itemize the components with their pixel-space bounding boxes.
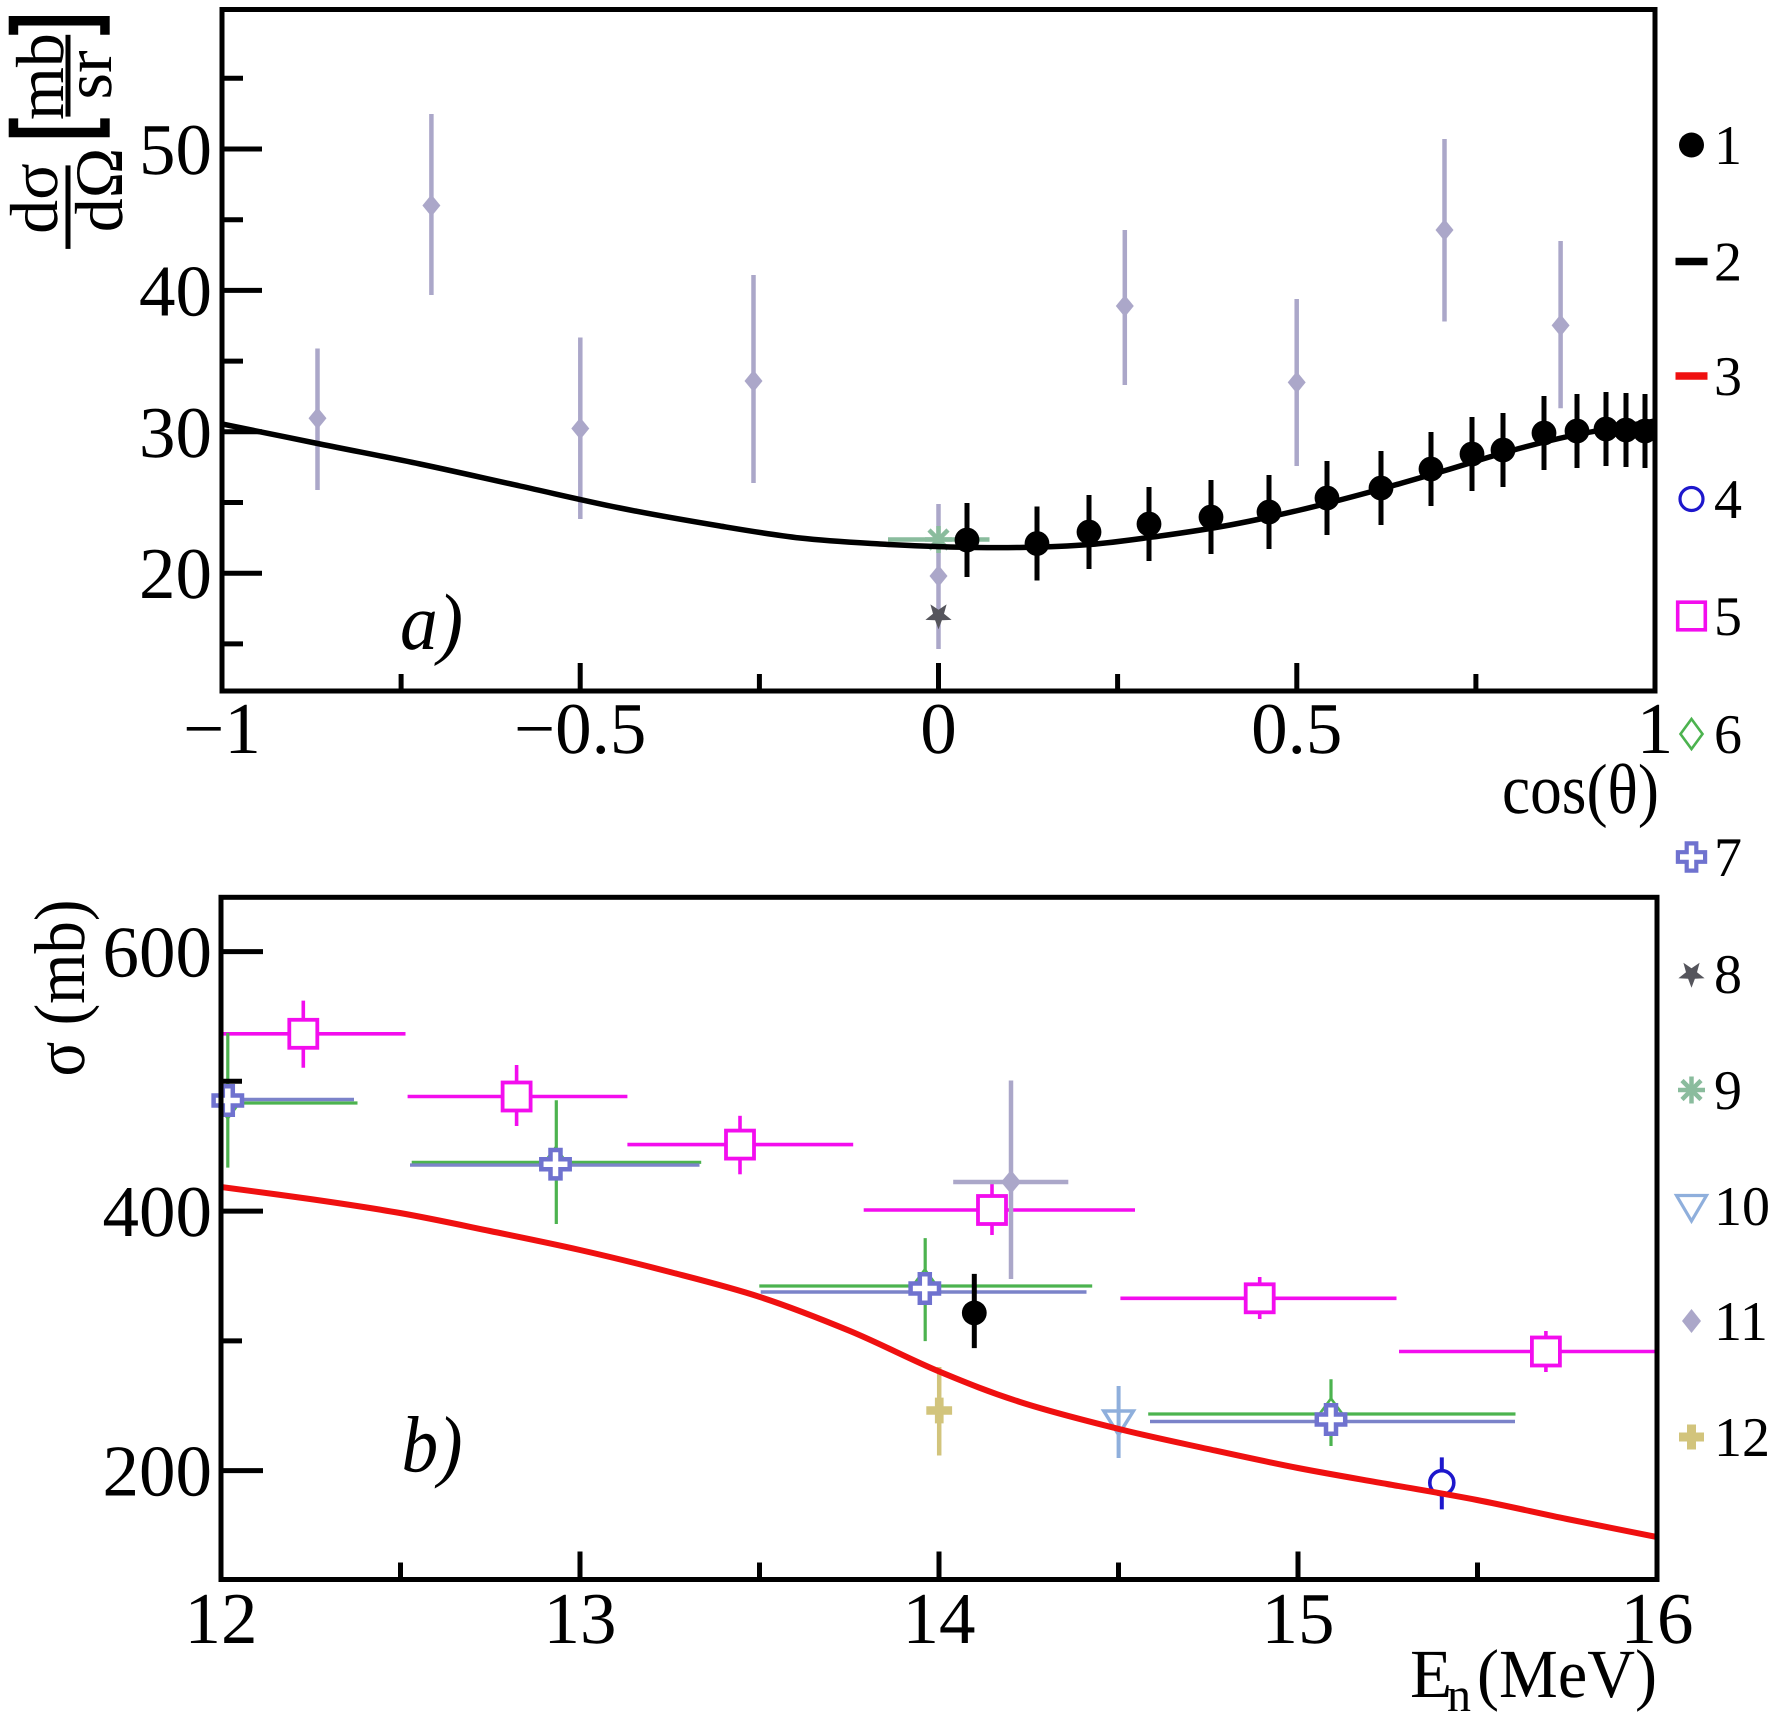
svg-text:n: n [1447, 1669, 1471, 1722]
svg-text:mb: mb [2, 33, 78, 120]
svg-text:a): a) [400, 579, 463, 667]
svg-text:10: 10 [1714, 1176, 1770, 1238]
svg-text:sr: sr [50, 50, 126, 99]
svg-text:200: 200 [103, 1431, 213, 1512]
svg-text:2: 2 [1714, 232, 1742, 294]
svg-text:400: 400 [103, 1171, 213, 1252]
svg-text:14: 14 [903, 1578, 976, 1659]
svg-text:dΩ: dΩ [61, 148, 137, 233]
svg-text:30: 30 [139, 392, 212, 473]
svg-text:20: 20 [139, 533, 212, 614]
svg-text:16: 16 [1621, 1578, 1694, 1659]
svg-text:7: 7 [1714, 827, 1742, 889]
svg-text:3: 3 [1714, 346, 1742, 408]
svg-text:13: 13 [544, 1578, 617, 1659]
svg-text:50: 50 [139, 109, 212, 190]
svg-text:1: 1 [1637, 688, 1674, 769]
svg-text:σ (mb): σ (mb) [20, 900, 100, 1077]
svg-text:−0.5: −0.5 [514, 688, 646, 769]
svg-text:dσ: dσ [0, 163, 72, 234]
svg-text:(MeV): (MeV) [1477, 1636, 1657, 1712]
svg-text:12: 12 [185, 1578, 258, 1659]
svg-text:0: 0 [920, 688, 957, 769]
svg-text:15: 15 [1262, 1578, 1335, 1659]
svg-text:9: 9 [1714, 1060, 1742, 1122]
svg-text:11: 11 [1714, 1291, 1768, 1353]
svg-text:8: 8 [1714, 944, 1742, 1006]
svg-text:E: E [1410, 1636, 1452, 1712]
svg-text:5: 5 [1714, 586, 1742, 648]
svg-text:1: 1 [1714, 115, 1742, 177]
svg-text:40: 40 [139, 250, 212, 331]
svg-text:0.5: 0.5 [1251, 688, 1342, 769]
svg-text:4: 4 [1714, 469, 1742, 531]
svg-text:−1: −1 [183, 688, 261, 769]
svg-text:600: 600 [103, 912, 213, 993]
svg-text:cos(θ): cos(θ) [1502, 751, 1659, 829]
svg-text:b): b) [402, 1402, 463, 1490]
svg-text:12: 12 [1714, 1407, 1770, 1469]
svg-text:6: 6 [1714, 704, 1742, 766]
